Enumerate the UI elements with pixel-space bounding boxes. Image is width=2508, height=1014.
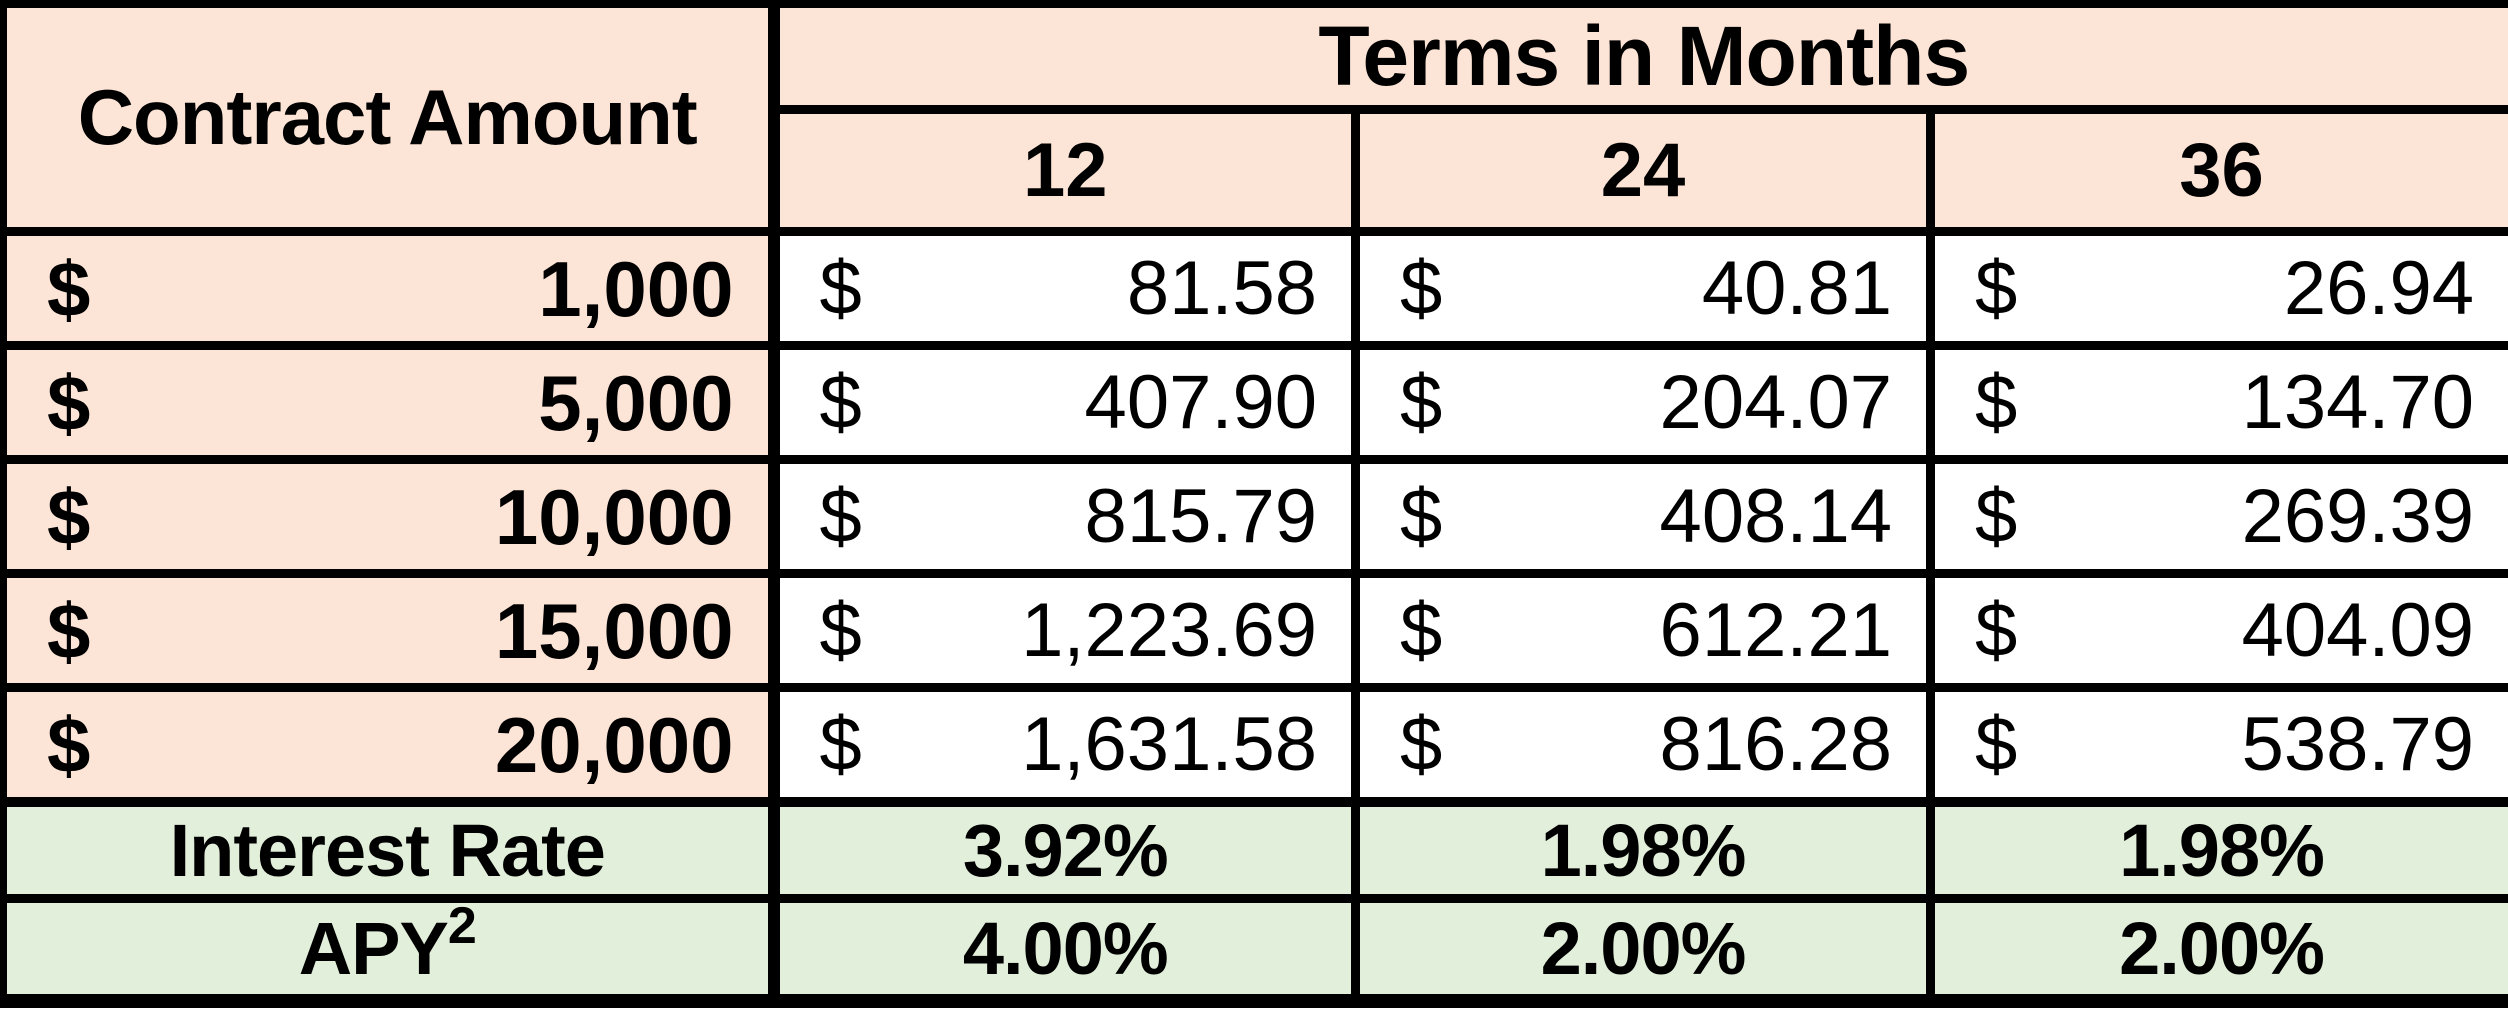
contract-amount-row: $ 1,000 $ 81.58 $ 40.81 $ 26.94 xyxy=(0,226,2508,351)
term-column-12: 12 xyxy=(769,105,1360,236)
dollar-sign: $ xyxy=(819,359,862,445)
dollar-sign: $ xyxy=(819,473,862,559)
payment-cell-24: $ 612.21 xyxy=(1351,569,1935,693)
contract-amount-row: $ 20,000 $ 1,631.58 $ 816.28 $ 538.79 xyxy=(0,683,2508,807)
payment-value-12: 81.58 xyxy=(1126,245,1317,331)
payment-value-24: 816.28 xyxy=(1659,701,1892,787)
dollar-sign: $ xyxy=(1975,473,2018,559)
payment-value-24: 612.21 xyxy=(1659,587,1892,673)
apy-label: APY xyxy=(298,907,449,991)
contract-amount-value: 1,000 xyxy=(538,244,734,333)
contract-amount-cell: $ 5,000 xyxy=(0,341,780,465)
interest-rate-36: 1.98% xyxy=(1925,797,2508,904)
dollar-sign: $ xyxy=(819,587,862,673)
payment-cell-12: $ 81.58 xyxy=(769,226,1360,351)
dollar-sign: $ xyxy=(1400,245,1443,331)
apy-12: 4.00% xyxy=(769,894,1360,1009)
dollar-sign: $ xyxy=(47,358,91,447)
term-column-24: 24 xyxy=(1351,105,1935,236)
payment-value-36: 404.09 xyxy=(2241,587,2475,673)
apy-row: APY2 4.00% 2.00% 2.00% xyxy=(0,894,2508,1009)
contract-amount-cell: $ 1,000 xyxy=(0,226,780,351)
payment-cell-24: $ 40.81 xyxy=(1351,226,1935,351)
interest-rate-24: 1.98% xyxy=(1351,797,1935,904)
contract-amount-cell: $ 20,000 xyxy=(0,683,780,807)
payment-cell-36: $ 134.70 xyxy=(1925,341,2508,465)
dollar-sign: $ xyxy=(1975,359,2018,445)
dollar-sign: $ xyxy=(1400,359,1443,445)
contract-amount-row: $ 10,000 $ 815.79 $ 408.14 $ 269.39 xyxy=(0,455,2508,579)
contract-amount-cell: $ 15,000 xyxy=(0,569,780,693)
header-row-terms: Contract Amount Terms in Months xyxy=(0,0,2508,236)
payment-value-12: 1,223.69 xyxy=(1021,587,1317,673)
payment-cell-24: $ 204.07 xyxy=(1351,341,1935,465)
interest-rate-12: 3.92% xyxy=(769,797,1360,904)
payment-value-12: 815.79 xyxy=(1084,473,1317,559)
payment-cell-36: $ 538.79 xyxy=(1925,683,2508,807)
interest-rate-row: Interest Rate 3.92% 1.98% 1.98% xyxy=(0,797,2508,904)
payment-value-12: 1,631.58 xyxy=(1021,701,1317,787)
interest-rate-label: Interest Rate xyxy=(0,797,780,904)
dollar-sign: $ xyxy=(1975,587,2018,673)
payment-value-36: 26.94 xyxy=(2283,245,2475,331)
payment-cell-36: $ 404.09 xyxy=(1925,569,2508,693)
payment-value-36: 269.39 xyxy=(2241,473,2475,559)
contract-amount-value: 20,000 xyxy=(494,700,734,789)
payment-value-24: 40.81 xyxy=(1701,245,1892,331)
apy-label-cell: APY2 xyxy=(0,894,780,1009)
payment-value-24: 204.07 xyxy=(1659,359,1892,445)
apy-footnote-superscript: 2 xyxy=(447,898,477,955)
dollar-sign: $ xyxy=(1400,473,1443,559)
payment-cell-24: $ 408.14 xyxy=(1351,455,1935,579)
dollar-sign: $ xyxy=(1400,701,1443,787)
dollar-sign: $ xyxy=(819,245,862,331)
dollar-sign: $ xyxy=(1975,701,2018,787)
term-column-36: 36 xyxy=(1925,105,2508,236)
payment-cell-12: $ 815.79 xyxy=(769,455,1360,579)
payment-cell-24: $ 816.28 xyxy=(1351,683,1935,807)
payment-cell-12: $ 407.90 xyxy=(769,341,1360,465)
contract-amount-value: 5,000 xyxy=(538,358,734,447)
contract-amount-value: 15,000 xyxy=(494,586,734,675)
apy-24: 2.00% xyxy=(1351,894,1935,1009)
header-row-term-values: 12 24 36 xyxy=(4,105,2508,236)
terms-in-months-header: Terms in Months xyxy=(768,0,2508,113)
contract-amount-value: 10,000 xyxy=(494,472,734,561)
dollar-sign: $ xyxy=(1400,587,1443,673)
payment-cell-36: $ 26.94 xyxy=(1925,226,2508,351)
contract-amount-row: $ 15,000 $ 1,223.69 $ 612.21 $ 404.09 xyxy=(0,569,2508,693)
dollar-sign: $ xyxy=(47,586,91,675)
dollar-sign: $ xyxy=(47,700,91,789)
dollar-sign: $ xyxy=(819,701,862,787)
payment-value-12: 407.90 xyxy=(1084,359,1317,445)
dollar-sign: $ xyxy=(1975,245,2018,331)
payment-cell-12: $ 1,631.58 xyxy=(769,683,1360,807)
payment-value-24: 408.14 xyxy=(1659,473,1892,559)
dollar-sign: $ xyxy=(47,472,91,561)
contract-amount-row: $ 5,000 $ 407.90 $ 204.07 $ 134.70 xyxy=(0,341,2508,465)
payment-cell-36: $ 269.39 xyxy=(1925,455,2508,579)
dollar-sign: $ xyxy=(47,244,91,333)
payment-value-36: 538.79 xyxy=(2241,701,2475,787)
contract-amount-header: Contract Amount xyxy=(0,0,780,236)
apy-36: 2.00% xyxy=(1925,894,2508,1009)
payment-value-36: 134.70 xyxy=(2241,359,2475,445)
contract-amount-cell: $ 10,000 xyxy=(0,455,780,579)
payment-cell-12: $ 1,223.69 xyxy=(769,569,1360,693)
